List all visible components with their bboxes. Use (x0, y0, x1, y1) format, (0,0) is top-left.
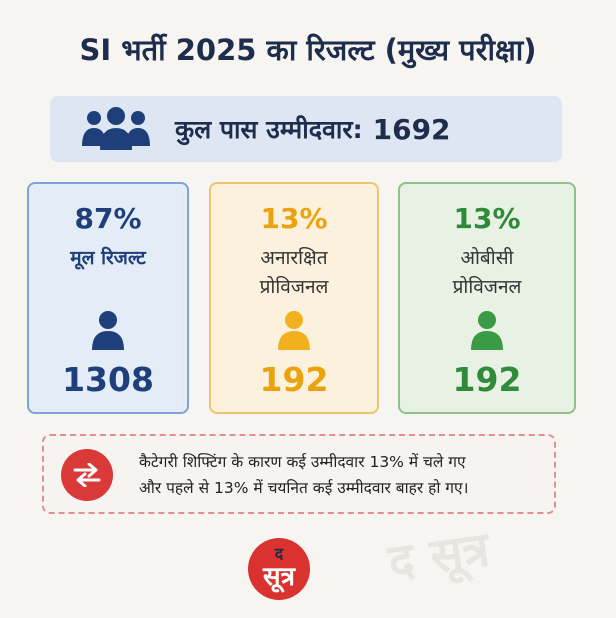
person-icon (92, 311, 124, 350)
card-percent: 13% (453, 202, 521, 235)
person-icon (278, 311, 310, 350)
card-percent: 13% (260, 202, 328, 235)
card-original-result: 87% मूल रिजल्ट 1308 (27, 182, 189, 414)
page-title: SI भर्ती 2025 का रिजल्ट (मुख्य परीक्षा) (79, 33, 537, 67)
card-unreserved-provisional: 13% अनारक्षित प्रोविजनल 192 (209, 182, 379, 414)
total-value: 1692 (372, 112, 451, 146)
card-percent: 87% (74, 202, 142, 235)
card-obc-provisional: 13% ओबीसी प्रोविजनल 192 (398, 182, 576, 414)
card-label: मूल रिजल्ट (70, 247, 146, 269)
watermark: द सूत्र (384, 521, 493, 591)
card-count: 1308 (62, 360, 154, 399)
total-passed-banner: कुल पास उम्मीदवार: 1692 (50, 96, 562, 162)
card-count: 192 (259, 360, 329, 399)
the-sootr-logo: द सूत्र (248, 538, 310, 600)
category-shift-note: कैटेगरी शिफ्टिंग के कारण कई उम्मीदवार 13… (42, 434, 556, 514)
card-count: 192 (452, 360, 522, 399)
card-label: अनारक्षित प्रोविजनल (259, 247, 329, 298)
card-label: ओबीसी प्रोविजनल (452, 247, 522, 298)
note-text: कैटेगरी शिफ्टिंग के कारण कई उम्मीदवार 13… (139, 453, 469, 497)
people-group-icon (82, 107, 150, 150)
person-icon (471, 311, 503, 350)
total-label: कुल पास उम्मीदवार: (175, 115, 363, 144)
swap-arrows-icon (61, 449, 113, 501)
